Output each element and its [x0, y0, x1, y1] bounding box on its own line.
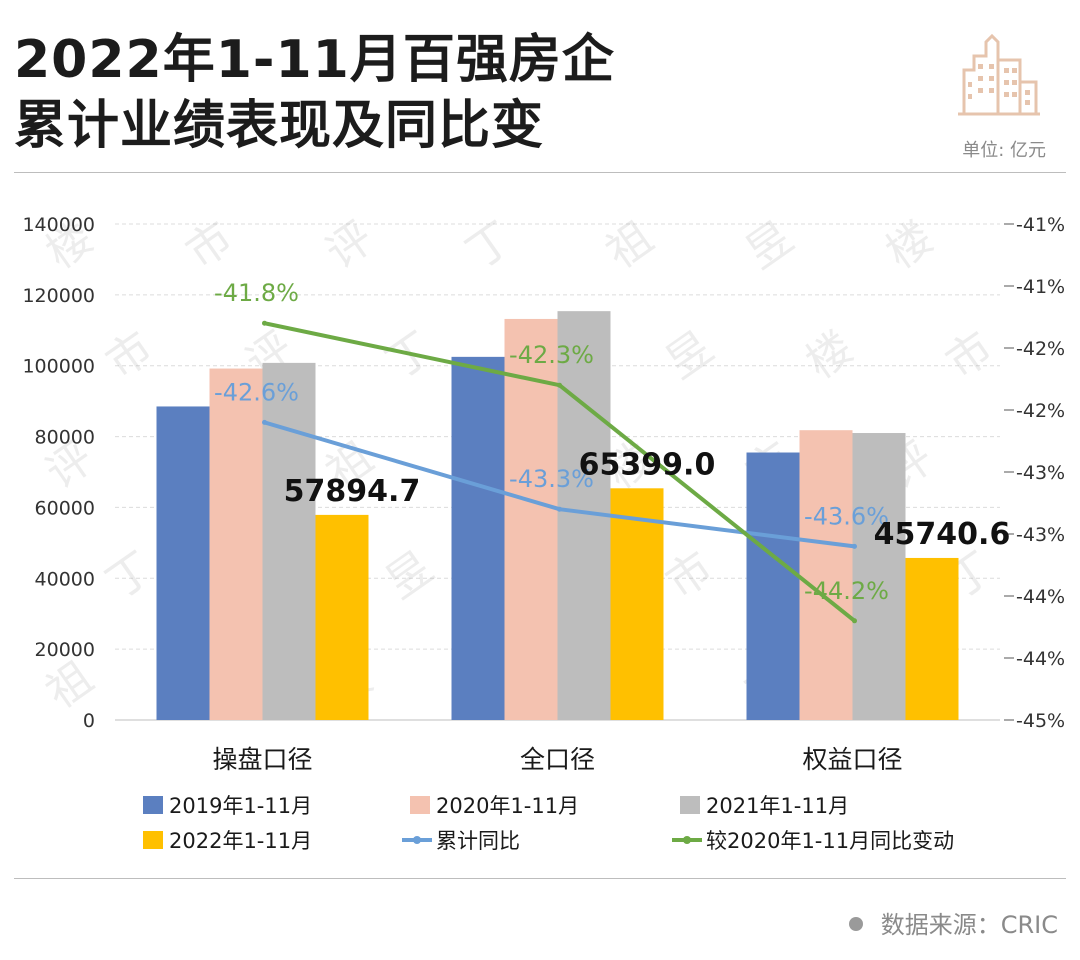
- line-data-label: -42.6%: [214, 378, 299, 406]
- bar-2020-2: [799, 430, 853, 720]
- bottom-divider: [14, 878, 1066, 879]
- building-logo-icon: [956, 30, 1042, 120]
- bar-2020-1: [504, 318, 558, 720]
- watermark-glyph: 祖: [597, 212, 662, 279]
- data-labels: -42.6% -43.3% -43.6% -41.8% -42.3% -44.2% 5789…: [214, 279, 1010, 605]
- series-lines: [262, 320, 857, 624]
- watermark-glyph: 评: [317, 212, 382, 279]
- bar-2022-value-label: 57894.7: [284, 474, 421, 509]
- line-point: [262, 419, 267, 425]
- page-title-line-1: 2022年1-11月百强房企: [14, 30, 615, 90]
- chart-area: 楼市评丁祖昱楼市评丁祖昱楼市评丁祖昱楼市评丁祖昱楼市评丁祖昱楼市评丁祖 0200…: [22, 212, 1065, 853]
- y-right-tick-label: -41%: [1016, 276, 1065, 298]
- x-category-label: 全口径: [520, 745, 595, 774]
- y-right-tick-label: -44%: [1016, 586, 1065, 608]
- watermark-glyph: 楼: [877, 212, 942, 279]
- watermark-glyph: 昱: [377, 542, 442, 609]
- y-right-tick-label: -43%: [1016, 524, 1065, 546]
- y-left-tick-label: 100000: [22, 356, 95, 378]
- source-note: 数据来源：CRIC: [848, 905, 1058, 940]
- legend: 2019年1-11月 2020年1-11月 2021年1-11月 2022年1-11月…: [143, 794, 954, 853]
- bar-2019-0: [156, 406, 210, 720]
- line-point: [852, 543, 857, 549]
- bar-2022-0: [315, 514, 369, 720]
- legend-swatch: [410, 796, 430, 814]
- legend-marker: [683, 836, 691, 844]
- y-left-tick-label: 140000: [22, 214, 95, 236]
- bar-2021-2: [852, 433, 906, 720]
- bar-2022-2: [905, 557, 959, 720]
- watermark-glyph: 昱: [657, 322, 722, 389]
- line-data-label: -43.6%: [804, 502, 889, 530]
- y-right-tick-label: -44%: [1016, 648, 1065, 670]
- y-right-tick-label: -42%: [1016, 400, 1065, 422]
- legend-label: 2022年1-11月: [169, 829, 312, 853]
- x-category-label: 权益口径: [802, 745, 902, 774]
- y-right-tick-label: -42%: [1016, 338, 1065, 360]
- y-left-tick-label: 40000: [35, 568, 95, 590]
- legend-swatch: [680, 796, 700, 814]
- bar-2019-2: [746, 452, 800, 720]
- x-category-label: 操盘口径: [212, 745, 312, 774]
- y-left-tick-label: 80000: [35, 427, 95, 449]
- bar-2020-0: [209, 368, 263, 720]
- line-point: [262, 320, 267, 326]
- unit-label: 单位: 亿元: [962, 140, 1046, 161]
- page-title-line-2: 累计业绩表现及同比变: [14, 96, 545, 156]
- y-left-tick-label: 60000: [35, 497, 95, 519]
- legend-label: 2020年1-11月: [436, 794, 579, 818]
- watermark-glyph: 昱: [737, 212, 802, 279]
- y-left-tick-label: 120000: [22, 285, 95, 307]
- bars: [156, 311, 959, 720]
- line-point: [557, 506, 562, 512]
- watermark-glyph: 祖: [37, 652, 102, 719]
- y-axis-right: -45% -44% -44% -43% -43% -42% -42% -41% -41%: [1004, 214, 1065, 732]
- legend-swatch: [143, 796, 163, 814]
- line-data-label: -42.3%: [509, 341, 594, 369]
- y-left-tick-label: 20000: [35, 639, 95, 661]
- y-right-tick-label: -41%: [1016, 214, 1065, 236]
- y-axis-left: 0 20000 40000 60000 80000 100000 120000 140000: [22, 214, 95, 732]
- watermark-glyph: 丁: [97, 542, 162, 609]
- legend-label: 累计同比: [436, 829, 520, 853]
- bar-2019-1: [451, 356, 505, 720]
- line-data-label: -41.8%: [214, 279, 299, 307]
- y-right-tick-label: -45%: [1016, 710, 1065, 732]
- bar-2022-value-label: 65399.0: [579, 447, 716, 482]
- bullet-dot-icon: [848, 917, 863, 931]
- line-data-label: -43.3%: [509, 465, 594, 493]
- bar-2022-1: [610, 488, 664, 720]
- legend-marker: [413, 836, 421, 844]
- legend-label: 较2020年1-11月同比变动: [706, 829, 954, 853]
- x-axis-categories: 操盘口径 全口径 权益口径: [212, 745, 902, 774]
- y-right-tick-label: -43%: [1016, 462, 1065, 484]
- legend-label: 2019年1-11月: [169, 794, 312, 818]
- line-data-label: -44.2%: [804, 577, 889, 605]
- watermark-glyph: 丁: [457, 212, 522, 279]
- watermark-glyph: 市: [937, 322, 1002, 389]
- watermark-glyph: 市: [657, 542, 722, 609]
- watermark-glyph: 市: [97, 322, 162, 389]
- line-point: [557, 382, 562, 388]
- line-point: [852, 618, 857, 624]
- legend-label: 2021年1-11月: [706, 794, 849, 818]
- bar-2022-value-label: 45740.6: [874, 517, 1011, 552]
- watermark-glyph: 市: [177, 212, 242, 279]
- legend-swatch: [143, 831, 163, 849]
- watermark-glyph: 楼: [797, 322, 862, 389]
- source-text: 数据来源：CRIC: [880, 911, 1058, 939]
- y-left-tick-label: 0: [83, 710, 95, 732]
- top-divider: [14, 172, 1066, 173]
- bar-2021-0: [262, 362, 316, 720]
